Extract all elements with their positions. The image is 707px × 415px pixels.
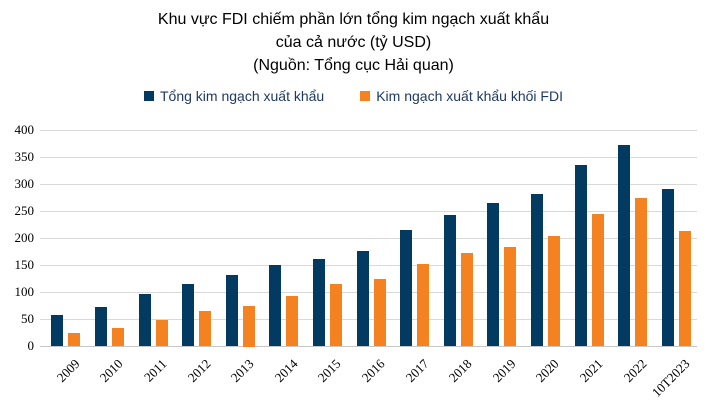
chart-title: Khu vực FDI chiếm phần lớn tổng kim ngạc… [0, 8, 707, 77]
y-tick-label: 50 [21, 311, 34, 326]
y-tick-label: 150 [14, 257, 35, 272]
bar-total-2017 [400, 230, 412, 346]
gridline [40, 184, 697, 185]
gridline [40, 238, 697, 239]
y-tick-label: 200 [14, 230, 35, 245]
y-tick-label: 350 [14, 149, 35, 164]
legend-swatch-fdi [360, 91, 371, 101]
bar-total-2010 [95, 307, 107, 346]
bar-total-10T2023 [662, 189, 674, 346]
gridline [40, 157, 697, 158]
bar-fdi-10T2023 [679, 231, 691, 346]
bar-total-2009 [51, 315, 63, 346]
gridline [40, 211, 697, 212]
bar-fdi-2021 [592, 214, 604, 346]
bar-total-2016 [357, 251, 369, 346]
bar-total-2019 [487, 203, 499, 346]
bar-total-2015 [313, 259, 325, 346]
bar-fdi-2017 [417, 264, 429, 346]
y-tick-label: 300 [14, 176, 35, 191]
chart-title-line-3: (Nguồn: Tổng cục Hải quan) [253, 57, 454, 74]
bar-fdi-2019 [504, 247, 516, 346]
y-tick-label: 400 [14, 122, 35, 137]
bar-fdi-2018 [461, 253, 473, 346]
bar-fdi-2009 [68, 333, 80, 346]
bar-total-2021 [575, 165, 587, 346]
bar-total-2018 [444, 215, 456, 346]
legend-swatch-total [144, 91, 154, 101]
bar-fdi-2016 [374, 279, 386, 346]
bar-fdi-2011 [156, 320, 168, 346]
legend-label-total: Tổng kim ngạch xuất khẩu [160, 88, 325, 104]
legend-item-fdi: Kim ngạch xuất khẩu khối FDI [360, 88, 563, 104]
chart-title-line-1: Khu vực FDI chiếm phần lớn tổng kim ngạc… [157, 11, 550, 28]
y-tick-label: 250 [14, 203, 35, 218]
legend-label-fdi: Kim ngạch xuất khẩu khối FDI [376, 88, 563, 104]
bar-total-2011 [139, 294, 151, 346]
bar-total-2012 [182, 284, 194, 346]
bar-total-2014 [269, 265, 281, 346]
bar-fdi-2020 [548, 236, 560, 346]
y-tick-label: 100 [14, 284, 35, 299]
bar-fdi-2022 [635, 198, 647, 346]
bar-fdi-2012 [199, 311, 211, 346]
gridline [40, 130, 697, 131]
bar-total-2020 [531, 194, 543, 346]
bar-total-2013 [226, 275, 238, 346]
bar-fdi-2014 [286, 296, 298, 346]
x-axis-line [40, 346, 697, 347]
chart-legend: Tổng kim ngạch xuất khẩu Kim ngạch xuất … [0, 88, 707, 104]
y-tick-label: 0 [27, 338, 35, 353]
bar-fdi-2015 [330, 284, 342, 346]
legend-item-total: Tổng kim ngạch xuất khẩu [144, 88, 324, 104]
chart-title-line-2: của cả nước (tỷ USD) [275, 34, 432, 51]
bar-fdi-2010 [112, 328, 124, 346]
bar-fdi-2013 [243, 306, 255, 347]
bar-total-2022 [618, 145, 630, 346]
